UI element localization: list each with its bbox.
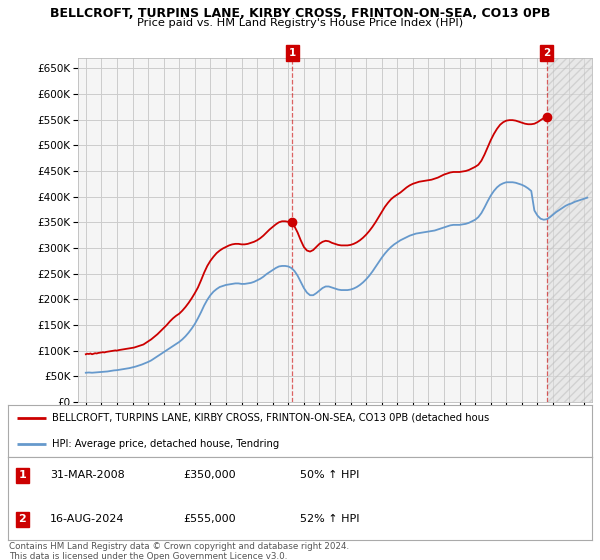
Text: BELLCROFT, TURPINS LANE, KIRBY CROSS, FRINTON-ON-SEA, CO13 0PB (detached hous: BELLCROFT, TURPINS LANE, KIRBY CROSS, FR… (52, 413, 489, 423)
Text: 2: 2 (19, 514, 26, 524)
Text: £350,000: £350,000 (183, 470, 236, 480)
Text: 16-AUG-2024: 16-AUG-2024 (50, 514, 125, 524)
Text: Price paid vs. HM Land Registry's House Price Index (HPI): Price paid vs. HM Land Registry's House … (137, 18, 463, 28)
Bar (547, 58, 592, 402)
Text: 52% ↑ HPI: 52% ↑ HPI (300, 514, 359, 524)
Text: HPI: Average price, detached house, Tendring: HPI: Average price, detached house, Tend… (52, 439, 279, 449)
Text: 50% ↑ HPI: 50% ↑ HPI (300, 470, 359, 480)
Text: BELLCROFT, TURPINS LANE, KIRBY CROSS, FRINTON-ON-SEA, CO13 0PB: BELLCROFT, TURPINS LANE, KIRBY CROSS, FR… (50, 7, 550, 20)
Text: 1: 1 (289, 48, 296, 58)
Text: 2: 2 (543, 48, 550, 58)
Text: 1: 1 (19, 470, 26, 480)
Text: 31-MAR-2008: 31-MAR-2008 (50, 470, 125, 480)
Text: £555,000: £555,000 (183, 514, 236, 524)
Text: Contains HM Land Registry data © Crown copyright and database right 2024.
This d: Contains HM Land Registry data © Crown c… (9, 542, 349, 560)
